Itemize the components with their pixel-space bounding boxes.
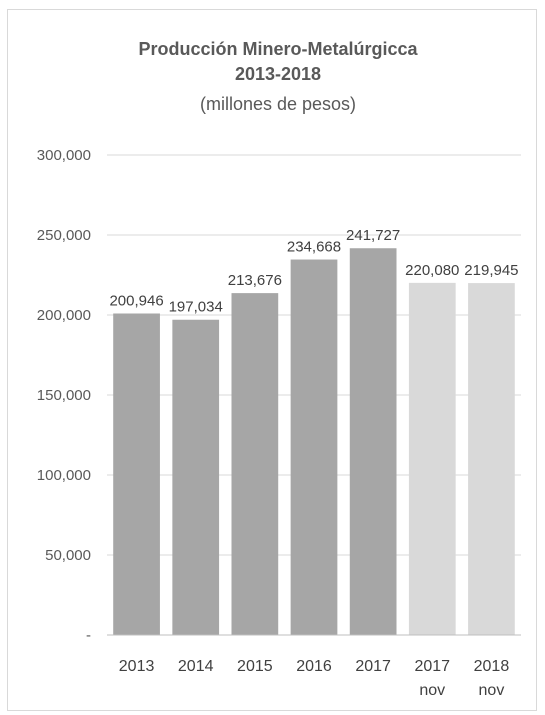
y-tick-label: 150,000: [37, 387, 91, 404]
x-tick-label: 2018: [474, 658, 510, 675]
x-tick-label-sub: nov: [419, 682, 445, 699]
bars: [113, 248, 515, 635]
x-tick-label: 2014: [178, 658, 214, 675]
chart-title-years: 2013-2018: [235, 64, 321, 84]
x-tick-label-sub: nov: [479, 682, 505, 699]
bar: [172, 319, 220, 635]
bar: [349, 248, 397, 635]
bar: [408, 282, 456, 635]
data-label: 234,668: [287, 239, 341, 256]
x-tick-label: 2015: [237, 658, 273, 675]
y-tick-label: 50,000: [45, 547, 91, 564]
bar: [290, 259, 338, 635]
data-label: 241,727: [346, 227, 400, 244]
y-tick-label: 200,000: [37, 307, 91, 324]
chart-title: Producción Minero-Metalúrgicca: [138, 39, 418, 59]
data-label: 220,080: [405, 262, 459, 279]
x-tick-label: 2017: [414, 658, 450, 675]
x-tick-label: 2016: [296, 658, 332, 675]
data-label: 197,034: [169, 299, 223, 316]
data-label: 219,945: [464, 262, 518, 279]
data-label: 213,676: [228, 272, 282, 289]
y-tick-label: -: [86, 627, 91, 644]
y-tick-label: 100,000: [37, 467, 91, 484]
data-label: 200,946: [109, 292, 163, 309]
chart-subtitle: (millones de pesos): [200, 94, 356, 114]
x-tick-label: 2013: [119, 658, 155, 675]
data-labels: 200,946 197,034 213,676 234,668 241,727 220,0…: [109, 227, 518, 316]
x-axis-ticks: 2013 2014 2015 2016 2017 2017 nov 2018 nov: [119, 658, 510, 699]
y-tick-label: 250,000: [37, 227, 91, 244]
y-axis-ticks: - 50,000 100,000 150,000 200,000 250,000 300,0…: [37, 147, 91, 644]
bar: [468, 283, 515, 635]
x-tick-label: 2017: [355, 658, 391, 675]
bar: [231, 293, 279, 635]
bar: [113, 313, 160, 635]
y-tick-label: 300,000: [37, 147, 91, 164]
